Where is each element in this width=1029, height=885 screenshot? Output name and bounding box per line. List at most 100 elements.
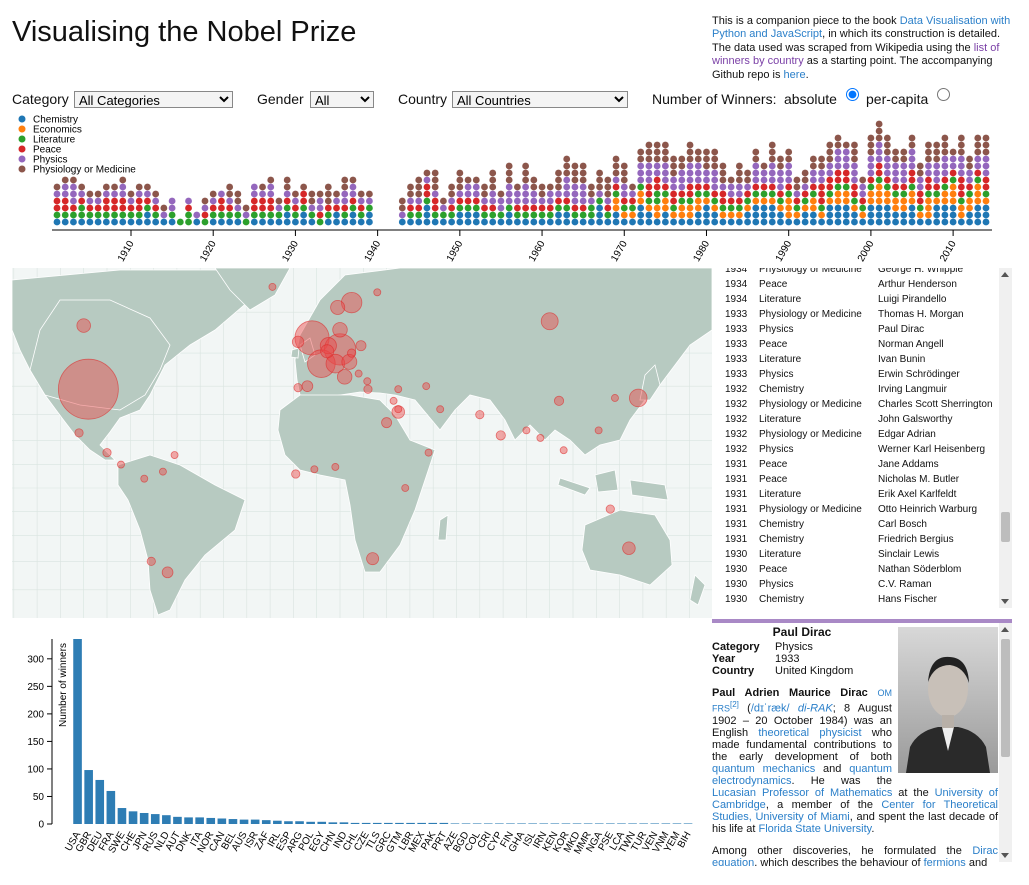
scrollbar[interactable] — [999, 268, 1012, 608]
bar — [417, 822, 426, 824]
winner-row[interactable]: 1930 Literature Sinclair Lewis — [712, 547, 999, 562]
winner-row[interactable]: 1931 Literature Erik Axel Karlfeldt — [712, 487, 999, 502]
winner-dot — [456, 183, 464, 191]
winner-dot — [587, 190, 595, 198]
winner-row[interactable]: 1930 Chemistry Hans Fischer — [712, 592, 999, 607]
bar — [106, 790, 116, 824]
scrollbar[interactable] — [999, 623, 1012, 862]
winner-dot — [489, 211, 497, 219]
cell: 1930 — [725, 549, 748, 560]
legend-label: Peace — [33, 145, 62, 156]
winner-dot — [957, 183, 965, 191]
winner-dot — [653, 211, 661, 219]
winner-row[interactable]: 1933 Peace Norman Angell — [712, 337, 999, 352]
link[interactable]: list of winners by country — [712, 41, 1000, 68]
link[interactable]: Dirac equation — [712, 844, 998, 866]
link[interactable]: University of Cambridge — [712, 786, 998, 811]
link[interactable]: quantum electrodynamics — [712, 762, 892, 787]
per-capita-radio[interactable] — [937, 88, 950, 101]
winner-dot — [555, 211, 562, 219]
greenland — [214, 268, 291, 311]
legend-swatch — [18, 125, 26, 133]
bar — [139, 812, 149, 824]
link[interactable]: here — [783, 68, 806, 81]
absolute-radio[interactable] — [846, 88, 859, 101]
scroll-up[interactable] — [1001, 627, 1009, 632]
winner-row[interactable]: 1931 Chemistry Friedrich Bergius — [712, 532, 999, 547]
link[interactable]: OM FRS — [712, 688, 892, 714]
category-select[interactable]: All Categories — [74, 91, 233, 108]
scroll-up[interactable] — [1001, 272, 1009, 277]
winner-row[interactable]: 1930 Physics C.V. Raman — [712, 577, 999, 592]
filter-label: Country — [398, 91, 448, 107]
cell: 1932 — [725, 444, 748, 455]
link[interactable]: di-RAK — [797, 702, 833, 715]
winner-row[interactable]: 1933 Physiology or Medicine Thomas H. Morg… — [712, 307, 999, 322]
winner-dot — [892, 148, 899, 156]
winner-dot — [661, 155, 669, 163]
winner-dot — [785, 183, 793, 191]
winner-row[interactable]: 1932 Chemistry Irving Langmuir — [712, 382, 999, 397]
winner-row[interactable]: 1934 Physiology or Medicine George H. Whip… — [712, 268, 999, 277]
winner-dot — [464, 183, 472, 191]
winner-dot — [218, 218, 225, 226]
gender-select[interactable]: All — [310, 91, 374, 108]
link[interactable]: Data Visualisation with Python and JavaS… — [712, 15, 1011, 41]
winner-row[interactable]: 1931 Peace Jane Addams — [712, 457, 999, 472]
winner-dot — [546, 190, 554, 198]
link[interactable]: fermions — [923, 856, 966, 866]
link[interactable]: theoretical physicist — [758, 726, 862, 739]
winner-dot — [398, 218, 406, 226]
winner-row[interactable]: 1931 Physiology or Medicine Otto Heinrich … — [712, 502, 999, 517]
winner-dot — [472, 204, 480, 212]
winner-dot — [859, 218, 867, 226]
winner-dot — [842, 155, 850, 163]
winner-dot — [744, 176, 751, 184]
link[interactable]: quantum mechanics — [712, 762, 816, 775]
link[interactable]: /dɪˈræk/ — [750, 702, 790, 715]
winner-dot — [949, 204, 957, 212]
winner-row[interactable]: 1934 Peace Arthur Henderson — [712, 277, 999, 292]
scroll-down[interactable] — [1001, 853, 1009, 858]
link[interactable]: Center for Theoretical Studies, Universi… — [712, 798, 999, 823]
winner-dot — [900, 218, 908, 226]
scroll-down[interactable] — [1001, 599, 1009, 604]
winner-dot — [768, 169, 776, 177]
bar — [95, 779, 105, 824]
winner-row[interactable]: 1930 Peace Nathan Söderblom — [712, 562, 999, 577]
winner-dot — [785, 197, 793, 205]
link[interactable]: Lucasian Professor of Mathematics — [712, 786, 893, 799]
winner-row[interactable]: 1932 Physics Werner Karl Heisenberg — [712, 442, 999, 457]
winner-row[interactable]: 1933 Literature Ivan Bunin — [712, 352, 999, 367]
winner-dot — [711, 176, 719, 184]
winner-dot — [563, 162, 571, 170]
winner-row[interactable]: 1932 Physiology or Medicine Charles Scott … — [712, 397, 999, 412]
winner-dot — [768, 183, 776, 191]
winner-row[interactable]: 1931 Peace Nicholas M. Butler — [712, 472, 999, 487]
scroll-thumb[interactable] — [1001, 512, 1010, 542]
winner-dot — [752, 197, 760, 205]
winner-dot — [727, 190, 735, 198]
country-select[interactable]: All Countries — [452, 91, 628, 108]
winner-dot — [957, 155, 965, 163]
winner-row[interactable]: 1934 Literature Luigi Pirandello — [712, 292, 999, 307]
winner-dot — [793, 218, 801, 226]
scroll-thumb[interactable] — [1001, 639, 1010, 757]
winner-row[interactable]: 1932 Literature John Galsworthy — [712, 412, 999, 427]
winners-list[interactable]: 1934 Physiology or Medicine George H. Whip… — [712, 268, 1012, 608]
winner-row[interactable]: 1932 Physiology or Medicine Edgar Adrian — [712, 427, 999, 442]
winner-dot — [70, 211, 77, 219]
winner-row[interactable]: 1931 Chemistry Carl Bosch — [712, 517, 999, 532]
winner-dot — [661, 183, 669, 191]
link[interactable]: Florida State University — [758, 822, 872, 835]
winner-dot — [119, 197, 127, 205]
winner-dot — [226, 218, 234, 226]
winner-dot — [530, 176, 538, 184]
winner-row[interactable]: 1933 Physics Paul Dirac — [712, 322, 999, 337]
country-circle — [373, 288, 382, 297]
cell: 1931 — [725, 534, 748, 545]
winner-dot — [275, 218, 283, 226]
winner-row[interactable]: 1933 Physics Erwin Schrödinger — [712, 367, 999, 382]
bar — [606, 823, 615, 824]
link[interactable]: [2] — [730, 700, 739, 709]
